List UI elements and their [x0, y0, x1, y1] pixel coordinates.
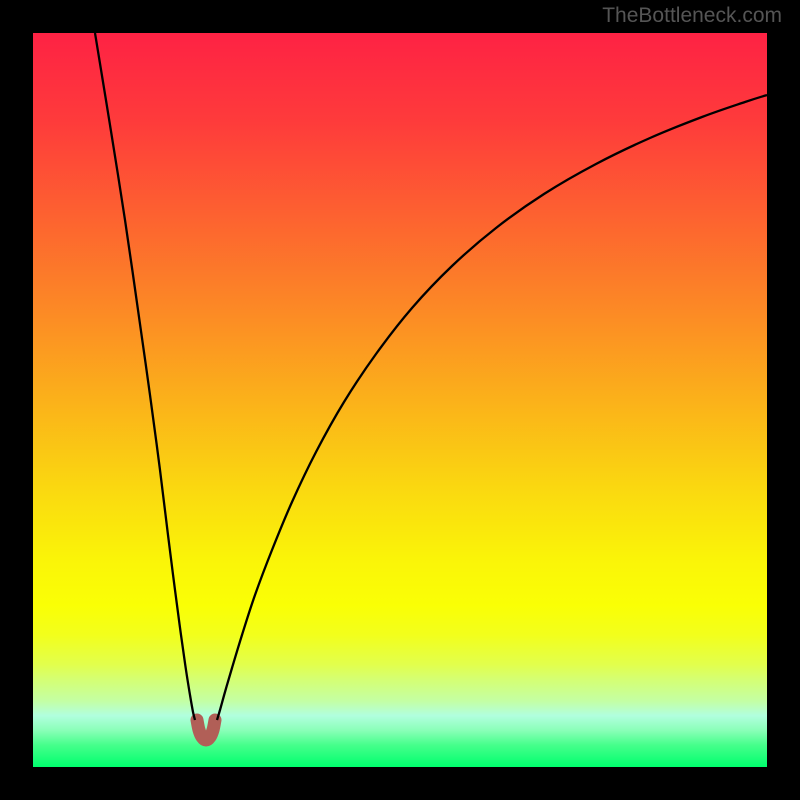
watermark-text: TheBottleneck.com	[602, 4, 782, 28]
plot-background	[33, 33, 767, 767]
chart-container: TheBottleneck.com	[0, 0, 800, 800]
chart-svg	[0, 0, 800, 800]
